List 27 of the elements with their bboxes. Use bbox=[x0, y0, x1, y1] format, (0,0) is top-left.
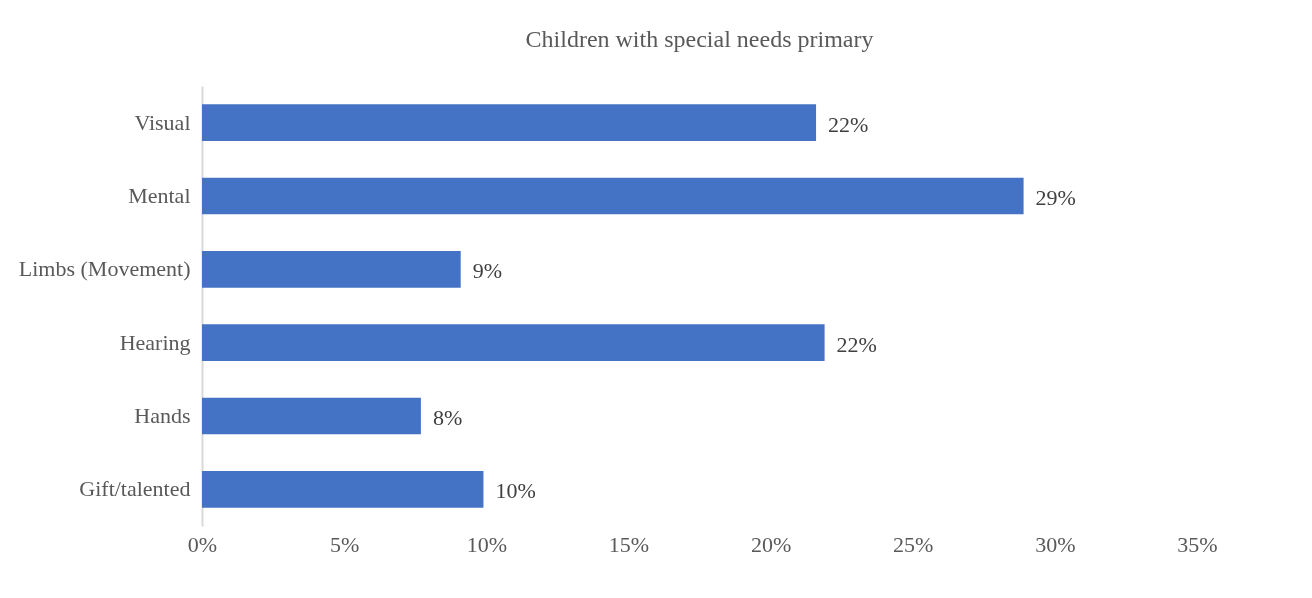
x-tick-label: 0% bbox=[187, 531, 218, 557]
bar bbox=[202, 471, 484, 508]
data-label: 8% bbox=[432, 405, 463, 430]
x-tick-label: 10% bbox=[466, 531, 507, 557]
x-tick-label: 25% bbox=[893, 531, 934, 557]
y-tick-label: Mental bbox=[128, 183, 191, 208]
x-tick-label: 15% bbox=[608, 531, 650, 557]
bar bbox=[202, 104, 817, 141]
x-tick-label: 35% bbox=[1177, 531, 1218, 557]
y-tick-label: Hearing bbox=[119, 329, 191, 355]
x-tick-label: 5% bbox=[329, 531, 360, 557]
data-label: 10% bbox=[495, 478, 536, 504]
bar bbox=[202, 177, 1024, 215]
data-label: 22% bbox=[828, 111, 869, 137]
y-tick-label: Limbs (Movement) bbox=[18, 256, 191, 282]
y-tick-label: Gift/talented bbox=[79, 476, 191, 502]
bar bbox=[202, 324, 825, 361]
data-label: 9% bbox=[472, 258, 503, 284]
data-label: 29% bbox=[1035, 185, 1076, 210]
y-tick-label: Visual bbox=[134, 109, 191, 135]
bar bbox=[202, 397, 421, 435]
data-label: 22% bbox=[836, 331, 877, 357]
chart-title: Children with special needs primary bbox=[525, 26, 874, 52]
x-tick-label: 30% bbox=[1035, 531, 1076, 557]
x-tick-label: 20% bbox=[750, 531, 792, 557]
bar bbox=[202, 251, 461, 288]
y-tick-label: Hands bbox=[134, 403, 191, 428]
